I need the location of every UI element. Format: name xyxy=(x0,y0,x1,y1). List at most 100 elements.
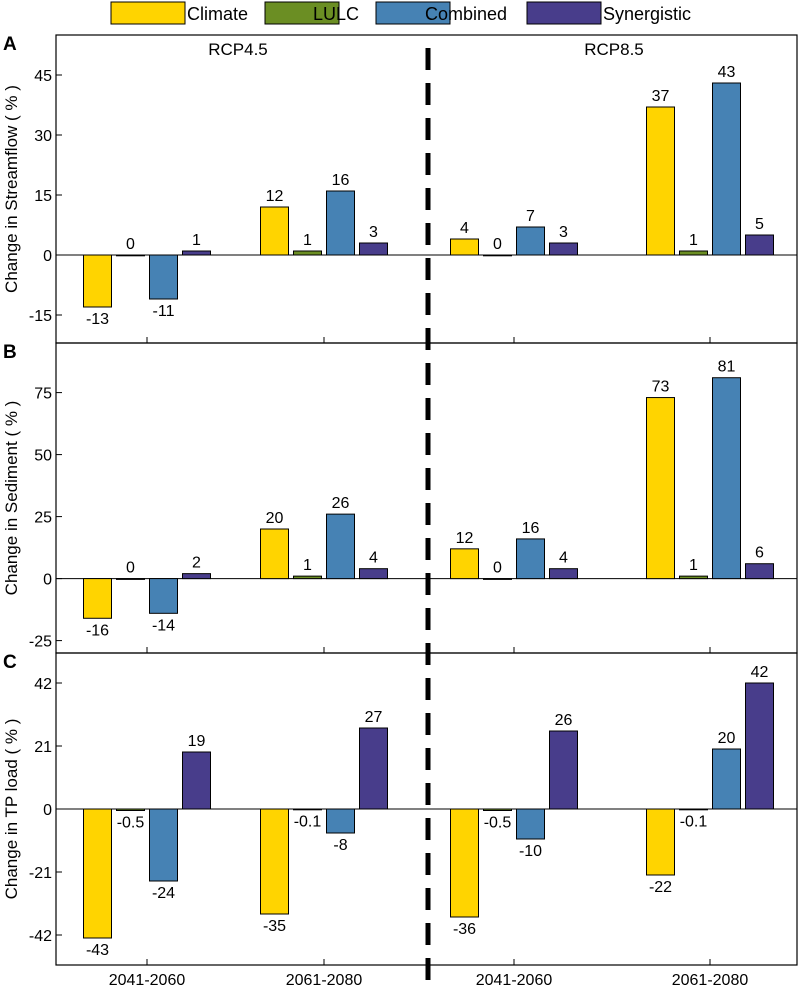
y-tick-label: 50 xyxy=(34,448,52,465)
data-label: 4 xyxy=(460,220,469,237)
bar-lulc xyxy=(116,578,145,580)
data-label: -13 xyxy=(86,311,109,328)
data-label: 1 xyxy=(689,557,698,574)
bar-synergistic xyxy=(182,573,211,580)
data-label: 1 xyxy=(192,232,201,249)
bar-lulc xyxy=(483,808,512,811)
y-tick-label: -15 xyxy=(29,308,52,325)
bar-lulc xyxy=(293,575,322,580)
bar-climate xyxy=(450,238,479,256)
data-label: 3 xyxy=(369,224,378,241)
data-label: 5 xyxy=(755,216,764,233)
bar-lulc xyxy=(679,575,708,580)
bar-lulc xyxy=(116,254,145,257)
legend-swatch-combined xyxy=(375,1,451,25)
data-label: 20 xyxy=(266,510,284,527)
y-axis-label: Change in Streamflow ( % ) xyxy=(2,85,21,293)
bar-lulc xyxy=(293,808,322,811)
bar-combined xyxy=(712,82,741,256)
data-label: 1 xyxy=(689,232,698,249)
scenario-label-rcp45: RCP4.5 xyxy=(208,40,268,59)
y-tick-label: 75 xyxy=(34,386,52,403)
bar-combined xyxy=(326,513,355,580)
bar-synergistic xyxy=(182,751,211,810)
bar-combined xyxy=(712,748,741,810)
data-label: -16 xyxy=(86,622,109,639)
bar-climate xyxy=(260,528,289,580)
bar-combined xyxy=(712,377,741,580)
bar-combined xyxy=(516,226,545,256)
legend-label-lulc: LULC xyxy=(313,4,359,24)
y-axis-label: Change in TP load ( % ) xyxy=(2,719,21,900)
x-tick-label: 2041-2060 xyxy=(109,972,186,989)
data-label: 2 xyxy=(192,555,201,572)
data-label: 16 xyxy=(522,520,540,537)
data-label: 7 xyxy=(526,208,535,225)
data-label: -10 xyxy=(519,843,542,860)
bar-synergistic xyxy=(359,242,388,256)
bar-combined xyxy=(149,254,178,300)
bar-synergistic xyxy=(182,250,211,256)
panel-letter-b: B xyxy=(3,342,17,363)
data-label: 73 xyxy=(652,379,670,396)
data-label: 26 xyxy=(555,712,573,729)
data-label: -0.5 xyxy=(484,815,512,832)
y-tick-label: 30 xyxy=(34,128,52,145)
bar-synergistic xyxy=(359,568,388,580)
bar-synergistic xyxy=(745,563,774,580)
bar-climate xyxy=(260,808,289,915)
data-label: 1 xyxy=(303,557,312,574)
legend-label-combined: Combined xyxy=(425,4,507,24)
scenario-label-rcp85: RCP8.5 xyxy=(584,40,644,59)
legend-swatch-lulc xyxy=(264,1,340,25)
bar-synergistic xyxy=(359,727,388,810)
data-label: -8 xyxy=(333,837,347,854)
data-label: 6 xyxy=(755,545,764,562)
bar-climate xyxy=(83,578,112,619)
data-label: 0 xyxy=(493,560,502,577)
bar-combined xyxy=(516,808,545,840)
y-tick-label: 15 xyxy=(34,188,52,205)
legend-label-climate: Climate xyxy=(187,4,248,24)
data-label: 4 xyxy=(559,550,568,567)
bar-lulc xyxy=(483,578,512,580)
y-tick-label: -42 xyxy=(29,928,52,945)
bar-lulc xyxy=(679,808,708,811)
panel-letter-c: C xyxy=(3,652,17,673)
data-label: 0 xyxy=(126,560,135,577)
data-label: 12 xyxy=(266,188,284,205)
bar-combined xyxy=(149,808,178,882)
data-label: 12 xyxy=(456,530,474,547)
data-label: 4 xyxy=(369,550,378,567)
bar-lulc xyxy=(483,254,512,257)
data-label: -22 xyxy=(649,879,672,896)
bar-climate xyxy=(83,254,112,308)
bar-combined xyxy=(149,578,178,614)
data-label: -43 xyxy=(86,942,109,959)
bar-combined xyxy=(516,538,545,580)
data-label: 37 xyxy=(652,88,670,105)
y-tick-label: 45 xyxy=(34,68,52,85)
data-label: 20 xyxy=(718,730,736,747)
bar-climate xyxy=(646,397,675,580)
panel-letter-a: A xyxy=(3,34,17,55)
bar-lulc xyxy=(679,250,708,256)
data-label: 26 xyxy=(332,495,350,512)
bar-synergistic xyxy=(745,682,774,810)
data-label: -24 xyxy=(152,885,175,902)
data-label: 42 xyxy=(751,664,769,681)
y-tick-label: 21 xyxy=(34,739,52,756)
data-label: 16 xyxy=(332,172,350,189)
bar-synergistic xyxy=(745,234,774,256)
y-tick-label: 0 xyxy=(43,248,52,265)
y-tick-label: 25 xyxy=(34,510,52,527)
bar-lulc xyxy=(293,250,322,256)
data-label: 0 xyxy=(126,236,135,253)
legend-swatch-synergistic xyxy=(526,1,602,25)
bar-combined xyxy=(326,808,355,834)
y-tick-label: 0 xyxy=(43,572,52,589)
data-label: 43 xyxy=(718,64,736,81)
bar-synergistic xyxy=(549,242,578,256)
y-tick-label: 42 xyxy=(34,676,52,693)
data-label: 0 xyxy=(493,236,502,253)
